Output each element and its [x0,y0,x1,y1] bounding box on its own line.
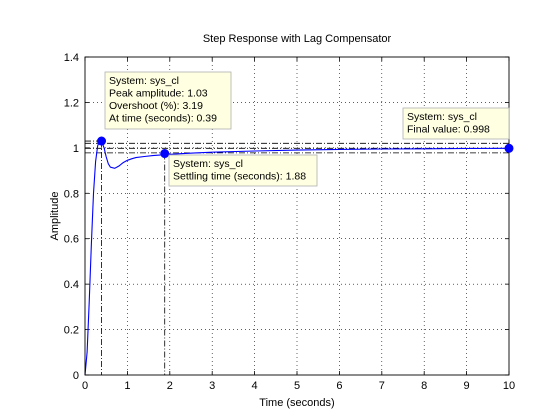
y-tick-label: 1.2 [64,97,79,109]
y-tick-label: 0.2 [64,325,79,337]
peak-annotation-line: System: sys_cl [109,75,179,87]
peak-annotation-line: At time (seconds): 0.39 [109,113,217,125]
peak-annotation-line: Overshoot (%): 3.19 [109,100,203,112]
x-tick-label: 9 [464,380,470,392]
x-axis-label: Time (seconds) [259,397,334,409]
x-tick-label: 4 [252,380,258,392]
y-axis-label: Amplitude [49,192,61,241]
y-tick-label: 0.4 [64,279,79,291]
step-response-line [84,140,510,376]
x-tick-label: 5 [294,380,300,392]
final-value-marker[interactable] [504,143,514,153]
y-tick-label: 0.6 [64,234,79,246]
chart-title: Step Response with Lag Compensator [203,33,392,45]
x-tick-label: 3 [209,380,215,392]
settling-marker[interactable] [160,149,170,159]
y-tick-label: 1.4 [64,52,79,64]
plot-area: 0 1 2 3 4 5 6 7 8 9 10 0 0.2 0.4 0.6 0.8 1 1.2 1.4 System: … [64,52,515,392]
x-tick-label: 10 [503,380,515,392]
x-tick-label: 0 [82,380,88,392]
settling-annotation-box [168,154,318,187]
x-tick-label: 2 [167,380,173,392]
peak-marker[interactable] [97,136,107,146]
settling-annotation-line: System: sys_cl [173,158,243,170]
settling-annotation-line: Settling time (seconds): 1.88 [173,171,306,183]
final-annotation-line: Final value: 0.998 [407,124,490,136]
y-tick-label: 0.8 [64,188,79,200]
x-tick-label: 6 [336,380,342,392]
y-tick-label: 1 [73,143,79,155]
axes-frame [84,56,510,376]
peak-annotation-line: Peak amplitude: 1.03 [109,88,208,100]
x-tick-label: 1 [124,380,130,392]
x-tick-label: 8 [421,380,427,392]
final-annotation-box [402,107,510,140]
x-tick-label: 7 [379,380,385,392]
final-annotation-line: System: sys_cl [407,111,477,123]
y-tick-label: 0 [73,370,79,382]
peak-annotation-box [104,71,232,130]
